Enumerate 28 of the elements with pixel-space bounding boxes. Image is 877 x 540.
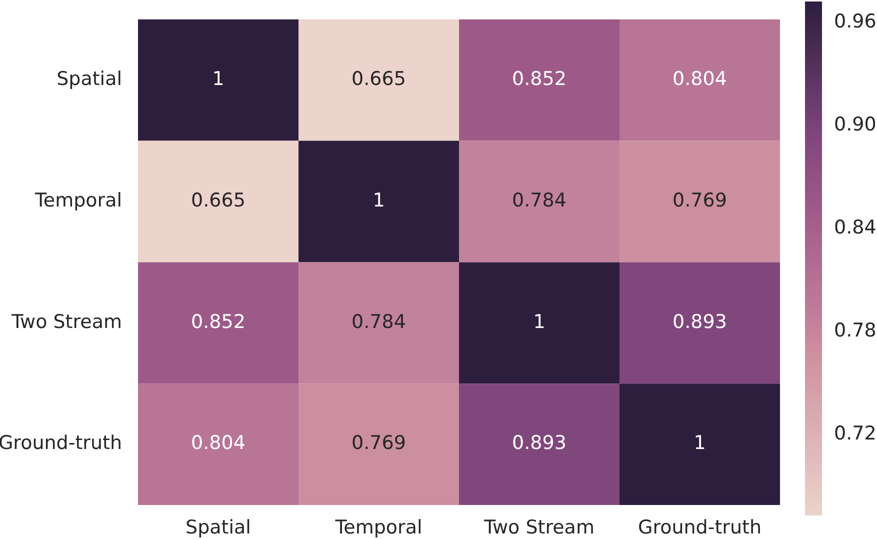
data-label: 0.665: [352, 68, 406, 90]
data-label: 0.804: [191, 432, 246, 454]
y-tick-label: Two Stream: [10, 310, 122, 333]
data-label: 0.804: [672, 68, 727, 90]
color-bar-label: 0.72: [834, 422, 876, 444]
data-label: 1: [372, 189, 385, 212]
data-label: 0.769: [672, 189, 727, 212]
data-label: 1: [212, 68, 224, 90]
data-label: 0.852: [191, 310, 246, 333]
data-label: 0.893: [672, 310, 727, 333]
data-label: 0.784: [512, 189, 566, 212]
color-bar-label: 0.96: [834, 10, 876, 33]
x-tick-label: Two Stream: [483, 516, 594, 538]
x-tick-label: Spatial: [186, 516, 251, 538]
data-label: 1: [533, 310, 546, 333]
data-label: 0.769: [352, 432, 406, 454]
color-bar-label: 0.90: [834, 113, 876, 136]
data-label: 1: [694, 432, 706, 454]
color-bar-label: 0.84: [834, 216, 876, 238]
x-tick-label: Temporal: [334, 516, 422, 538]
y-tick-label: Spatial: [56, 68, 122, 90]
x-tick-label: Ground-truth: [638, 516, 762, 538]
data-label: 0.665: [191, 189, 246, 212]
data-label: 0.893: [512, 432, 566, 454]
data-label: 0.852: [512, 68, 566, 90]
y-tick-label: Temporal: [34, 189, 122, 212]
data-label: 0.784: [352, 310, 406, 333]
color-bar-label: 0.78: [834, 319, 876, 342]
